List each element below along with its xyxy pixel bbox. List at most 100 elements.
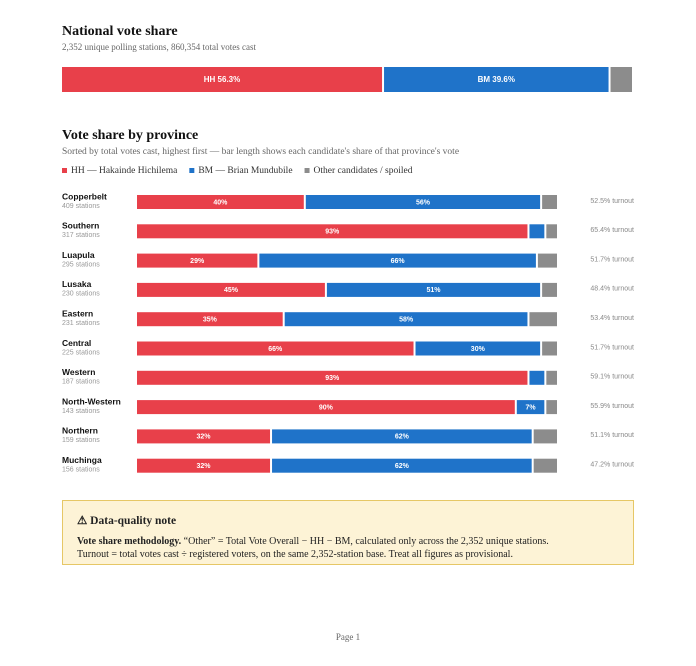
bar-segment bbox=[137, 282, 325, 297]
bar-segment bbox=[272, 458, 532, 473]
value-label: 40% bbox=[213, 199, 228, 206]
province-name: Copperbelt bbox=[62, 191, 107, 201]
bar-segment bbox=[537, 253, 557, 268]
bar-segment bbox=[137, 341, 414, 356]
province-stations: 143 stations bbox=[62, 408, 100, 415]
legend-swatch bbox=[189, 168, 195, 173]
value-label: 62% bbox=[395, 434, 410, 441]
province-stations: 230 stations bbox=[62, 291, 100, 298]
province-name: Central bbox=[62, 338, 91, 348]
province-name: Luapula bbox=[62, 250, 95, 260]
subtitle: 2,352 unique polling stations, 860,354 t… bbox=[62, 42, 256, 52]
value-label: 29% bbox=[190, 258, 205, 265]
value-label: 62% bbox=[395, 463, 410, 470]
province-name: Western bbox=[62, 367, 95, 377]
value-label: 7% bbox=[526, 404, 537, 411]
province-stations: 231 stations bbox=[62, 320, 100, 327]
legend-swatch bbox=[304, 168, 310, 173]
bar-segment bbox=[326, 282, 541, 297]
value-label: 32% bbox=[197, 463, 212, 470]
value-label: 32% bbox=[197, 434, 212, 441]
bar-segment bbox=[62, 67, 383, 92]
province-stations: 187 stations bbox=[62, 379, 100, 386]
bar-segment bbox=[542, 282, 557, 297]
turnout: 51.7% turnout bbox=[590, 256, 634, 263]
legend-label: HH — Hakainde Hichilema bbox=[71, 166, 178, 176]
province-stations: 156 stations bbox=[62, 467, 100, 474]
value-label: BM 39.6% bbox=[478, 75, 515, 84]
bar-segment bbox=[546, 370, 557, 385]
bar-segment bbox=[284, 312, 528, 327]
value-label: 35% bbox=[203, 317, 218, 324]
legend-label: BM — Brian Mundubile bbox=[198, 166, 292, 176]
bar-segment bbox=[137, 429, 271, 444]
turnout: 59.1% turnout bbox=[590, 374, 634, 381]
turnout: 53.4% turnout bbox=[590, 315, 634, 322]
bar-segment bbox=[529, 312, 557, 327]
legend-label: Other candidates / spoiled bbox=[314, 166, 413, 176]
turnout: 47.2% turnout bbox=[590, 462, 634, 469]
province-name: Northern bbox=[62, 426, 98, 436]
bar-segment bbox=[542, 195, 557, 209]
value-label: 90% bbox=[319, 404, 334, 411]
value-label: 93% bbox=[325, 229, 340, 236]
bar-segment bbox=[272, 429, 532, 444]
bar-segment bbox=[137, 370, 528, 385]
bar-segment bbox=[137, 253, 258, 268]
province-name: Southern bbox=[62, 221, 99, 231]
value-label: HH 56.3% bbox=[204, 75, 240, 84]
footer: Page 1 bbox=[336, 632, 360, 642]
bar-segment bbox=[516, 400, 545, 415]
subtitle: Sorted by total votes cast, highest firs… bbox=[62, 146, 459, 157]
legend-swatch bbox=[62, 168, 67, 173]
turnout: 65.4% turnout bbox=[590, 227, 634, 234]
value-label: 66% bbox=[268, 346, 283, 353]
bar-segment bbox=[137, 312, 283, 327]
turnout: 51.1% turnout bbox=[590, 432, 634, 439]
bar-segment bbox=[137, 400, 515, 415]
note-lead: Vote share methodology. bbox=[77, 536, 182, 547]
bar-segment bbox=[305, 195, 541, 209]
bar-segment bbox=[610, 67, 632, 92]
title: Vote share by province bbox=[62, 128, 198, 143]
value-label: 30% bbox=[471, 346, 486, 353]
province-stations: 409 stations bbox=[62, 203, 100, 210]
province-stations: 295 stations bbox=[62, 261, 100, 268]
turnout: 52.5% turnout bbox=[590, 198, 634, 205]
bar-segment bbox=[415, 341, 541, 356]
value-label: 51% bbox=[427, 287, 442, 294]
value-label: 66% bbox=[391, 258, 406, 265]
note-line: Turnout = total votes cast ÷ registered … bbox=[77, 549, 513, 560]
province-name: Lusaka bbox=[62, 279, 92, 289]
province-name: Muchinga bbox=[62, 455, 102, 465]
bar-segment bbox=[542, 341, 557, 356]
turnout: 55.9% turnout bbox=[590, 403, 634, 410]
bar-segment bbox=[137, 224, 528, 239]
turnout: 51.7% turnout bbox=[590, 344, 634, 351]
bar-segment bbox=[259, 253, 536, 268]
note: ⚠ Data-quality note Vote share methodolo… bbox=[62, 500, 634, 565]
note-line: “Other” = Total Vote Overall − HH − BM, … bbox=[181, 536, 549, 547]
province-stations: 225 stations bbox=[62, 349, 100, 356]
note-title: ⚠ Data-quality note bbox=[77, 515, 177, 527]
province-stations: 317 stations bbox=[62, 232, 100, 239]
bar-segment bbox=[137, 195, 304, 209]
province-name: North-Western bbox=[62, 396, 121, 406]
value-label: 58% bbox=[399, 317, 414, 324]
bar-segment bbox=[529, 224, 545, 239]
bar-segment bbox=[529, 370, 545, 385]
bar-segment bbox=[137, 458, 271, 473]
value-label: 45% bbox=[224, 287, 239, 294]
province-name: Eastern bbox=[62, 308, 93, 318]
province-stations: 159 stations bbox=[62, 437, 100, 444]
value-label: 56% bbox=[416, 199, 431, 206]
turnout: 48.4% turnout bbox=[590, 286, 634, 293]
title: National vote share bbox=[62, 24, 178, 39]
bar-segment bbox=[546, 400, 557, 415]
bar-segment bbox=[533, 429, 557, 444]
value-label: 93% bbox=[325, 375, 340, 382]
bar-segment bbox=[384, 67, 609, 92]
note-text: Vote share methodology. “Other” = Total … bbox=[77, 535, 619, 548]
